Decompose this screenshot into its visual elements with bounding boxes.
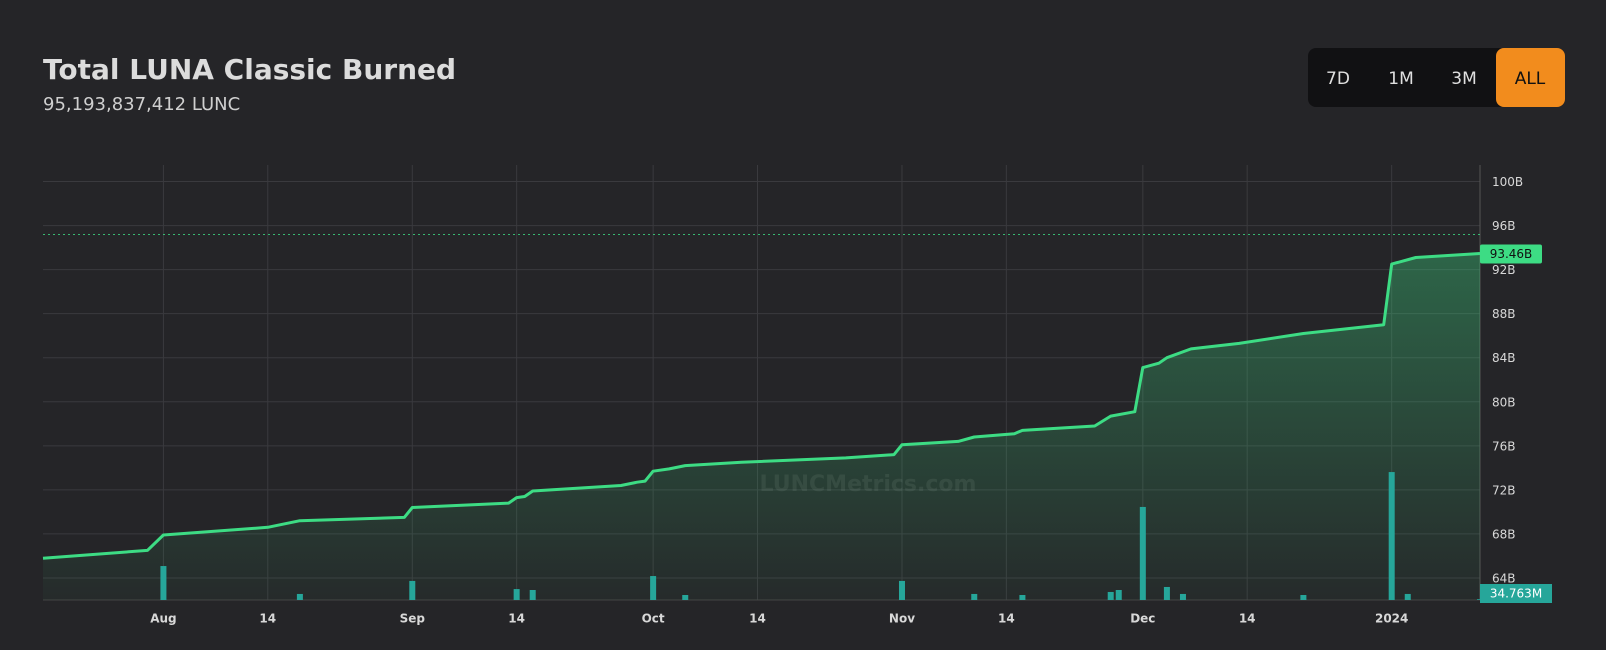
x-tick-label: 2024 (1375, 612, 1408, 626)
volume-bar (1179, 593, 1186, 600)
x-tick-label: 14 (259, 612, 276, 626)
volume-bar (160, 566, 167, 600)
range-button[interactable]: 1M (1388, 69, 1413, 89)
chart-subtitle: 95,193,837,412 LUNC (43, 94, 240, 115)
y-tick-label: 88B (1492, 307, 1516, 321)
volume-bar (898, 580, 905, 600)
volume-bar (1163, 586, 1170, 600)
volume-bar (1019, 594, 1026, 600)
x-tick-label: Oct (642, 612, 665, 626)
range-button-active[interactable] (1496, 48, 1565, 107)
y-tick-label: 84B (1492, 351, 1516, 365)
volume-bar (1115, 589, 1122, 600)
volume-bar (1388, 472, 1395, 600)
line (42, 252, 1481, 560)
volume-bar (650, 576, 657, 600)
x-tick-label: Nov (889, 612, 915, 626)
volume-bar (513, 589, 520, 600)
x-tick-label: Sep (400, 612, 426, 626)
volume-bar (1300, 594, 1307, 600)
y-tick-label: 92B (1492, 263, 1516, 277)
y-tick-label: 96B (1492, 219, 1516, 233)
volume-bar (971, 593, 978, 600)
range-button[interactable]: ALL (1515, 69, 1546, 89)
last-bar-label: 34.763M (1490, 587, 1542, 601)
range-button[interactable]: 7D (1326, 69, 1350, 89)
x-tick-label: 14 (508, 612, 525, 626)
x-tick-label: Aug (150, 612, 176, 626)
x-tick-label: Dec (1130, 612, 1155, 626)
last-value-badge (1480, 244, 1542, 264)
y-tick-label: 76B (1492, 439, 1516, 453)
volume-bar (682, 594, 689, 600)
y-tick-label: 100B (1492, 175, 1523, 189)
x-tick-label: 14 (749, 612, 766, 626)
volume-bar (1107, 591, 1114, 600)
last-value-label: 93.46B (1490, 247, 1533, 261)
x-tick-label: 14 (1239, 612, 1256, 626)
y-tick-label: 72B (1492, 483, 1516, 497)
y-tick-label: 64B (1492, 571, 1516, 585)
volume-bar (409, 580, 416, 600)
last-bar-badge (1480, 584, 1552, 603)
y-tick-label: 80B (1492, 395, 1516, 409)
volume-bar (529, 589, 536, 600)
volume-bar (296, 593, 303, 600)
chart-title: Total LUNA Classic Burned (43, 53, 456, 86)
volume-bar (1139, 506, 1146, 600)
range-button[interactable]: 3M (1451, 69, 1476, 89)
y-tick-label: 68B (1492, 527, 1516, 541)
volume-bar (1404, 593, 1411, 600)
line-area (43, 253, 1480, 600)
x-tick-label: 14 (998, 612, 1015, 626)
